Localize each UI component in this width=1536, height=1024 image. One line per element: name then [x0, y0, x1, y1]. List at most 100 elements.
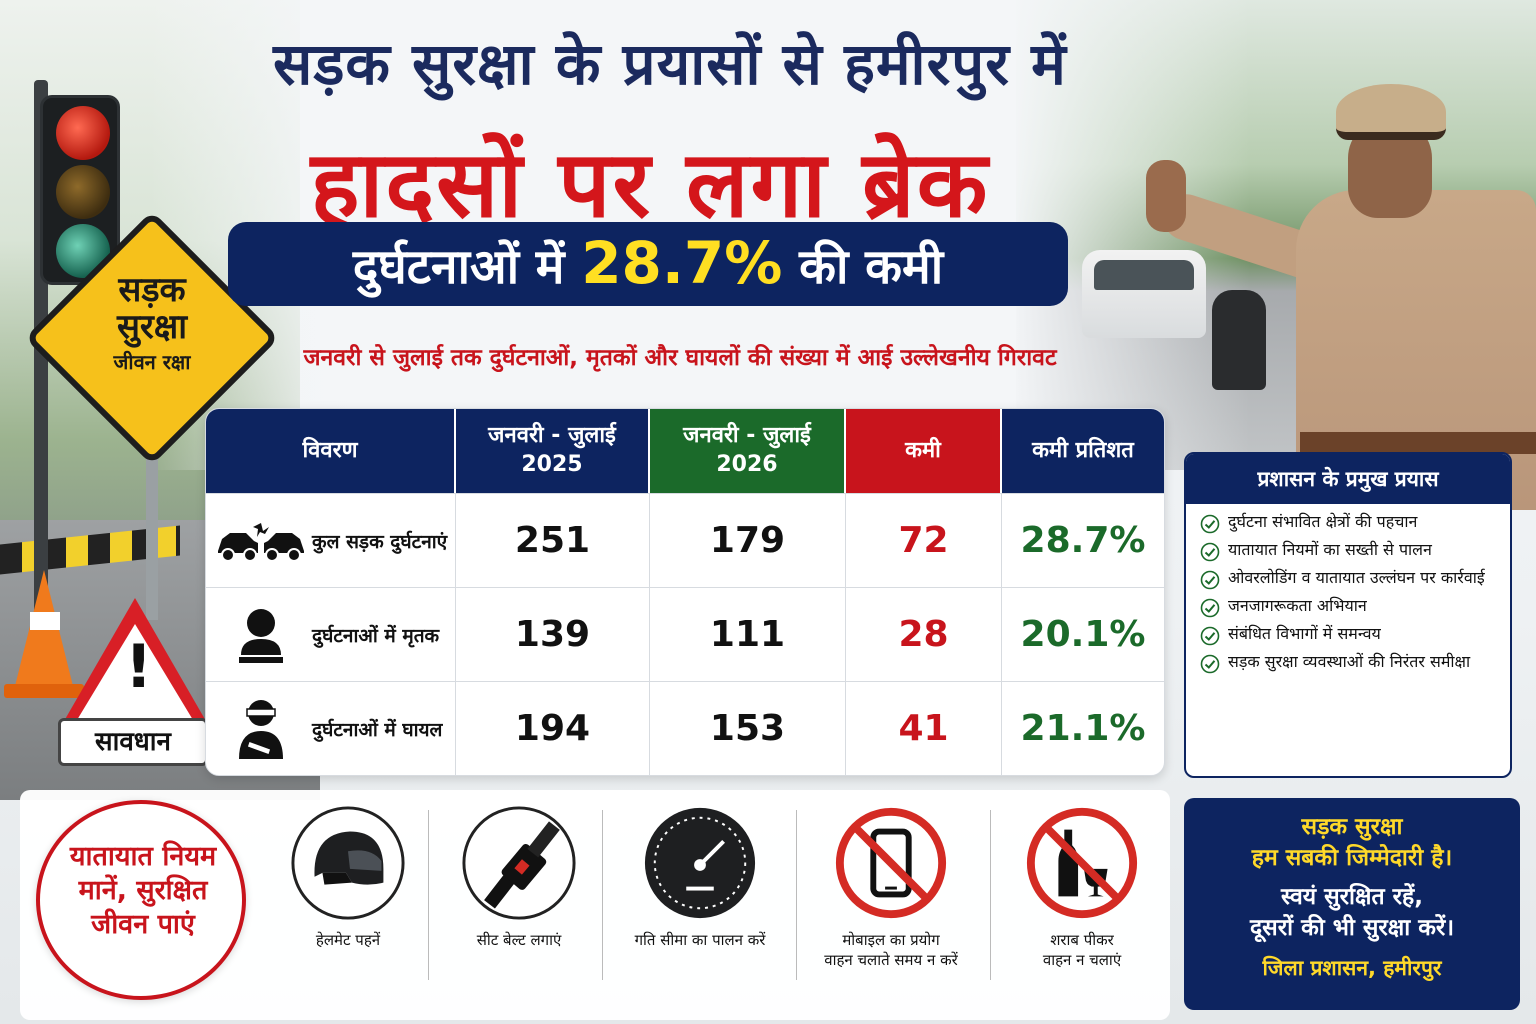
- slogan-line3: जीवन पाएं: [91, 908, 195, 940]
- value-2025: 251: [456, 494, 650, 587]
- header-detail: विवरण: [206, 409, 456, 493]
- divider: [602, 810, 603, 980]
- efforts-list: दुर्घटना संभावित क्षेत्रों की पहचान याता…: [1186, 504, 1510, 674]
- no-alcohol-icon: [1026, 807, 1138, 919]
- table-body: कुल सड़क दुर्घटनाएं 251 179 72 28.7% दुर…: [206, 493, 1164, 775]
- value-percent: 28.7%: [1020, 520, 1146, 561]
- traffic-cone-base: [4, 684, 84, 698]
- table-row: दुर्घटनाओं में घायल 194 153 41 21.1%: [206, 681, 1164, 775]
- effort-text: जनजागरूकता अभियान: [1228, 596, 1367, 615]
- speedometer-icon: [644, 807, 756, 919]
- traffic-light-red-lamp: [56, 106, 110, 160]
- row-label: दुर्घटनाओं में घायल: [312, 718, 443, 741]
- efforts-panel: प्रशासन के प्रमुख प्रयास दुर्घटना संभावि…: [1184, 452, 1512, 778]
- table-row: दुर्घटनाओं में मृतक 139 111 28 20.1%: [206, 587, 1164, 681]
- check-icon: [1200, 626, 1220, 646]
- header-reduction: कमी: [846, 409, 1002, 493]
- no-mobile-icon: [835, 807, 947, 919]
- traffic-cone-stripe: [30, 612, 60, 630]
- value-reduction: 28: [846, 588, 1002, 681]
- header-2025-line1: जनवरी - जुलाई: [488, 423, 616, 449]
- tip-helmet: हेलमेट पहनें: [276, 804, 420, 984]
- policeman-hand: [1146, 160, 1186, 232]
- row-label: दुर्घटनाओं में मृतक: [312, 624, 440, 647]
- headline-line2: हादसों पर लगा ब्रेक: [310, 131, 990, 238]
- tip-label-line2: वाहन चलाते समय न करें: [824, 951, 958, 970]
- header-2026: जनवरी - जुलाई 2026: [650, 409, 846, 493]
- tip-label-line2: वाहन न चलाएं: [1042, 951, 1122, 970]
- table-row: कुल सड़क दुर्घटनाएं 251 179 72 28.7%: [206, 493, 1164, 587]
- message-yellow-line1: सड़क सुरक्षा: [1301, 814, 1403, 840]
- message-white-line1: स्वयं सुरक्षित रहें,: [1281, 884, 1423, 911]
- check-icon: [1200, 514, 1220, 534]
- effort-text: ओवरलोडिंग व यातायात उल्लंघन पर कार्रवाई: [1228, 568, 1485, 587]
- message-white-line2: दूसरों की भी सुरक्षा करें।: [1249, 915, 1455, 942]
- value-2025: 194: [456, 682, 650, 775]
- tip-label-line1: सीट बेल्ट लगाएं: [476, 931, 562, 949]
- header-2025-line2: 2025: [521, 452, 583, 477]
- tip-no-alcohol: शराब पीकर वाहन न चलाएं: [1000, 804, 1164, 984]
- exclamation-icon: !: [125, 632, 153, 702]
- value-2026: 111: [650, 588, 846, 681]
- seat-belt-icon: [462, 806, 576, 920]
- banner-text-pre: दुर्घटनाओं में: [352, 239, 582, 295]
- road-safety-sign-line1: सड़क: [118, 270, 186, 310]
- value-percent: 21.1%: [1020, 708, 1146, 749]
- list-item: संबंधित विभागों में समन्वय: [1200, 622, 1500, 646]
- injured-person-icon: [216, 699, 306, 759]
- check-icon: [1200, 542, 1220, 562]
- tip-label: सीट बेल्ट लगाएं: [444, 930, 594, 950]
- list-item: सड़क सुरक्षा व्यवस्थाओं की निरंतर समीक्ष…: [1200, 650, 1500, 674]
- header-2026-line2: 2026: [716, 452, 778, 477]
- tip-label: हेलमेट पहनें: [276, 930, 420, 950]
- slogan-line1: यातायात नियम: [69, 841, 217, 872]
- road-safety-sign-line3: जीवन रक्षा: [113, 349, 191, 374]
- value-reduction: 41: [846, 682, 1002, 775]
- car-crash-icon: [216, 511, 306, 571]
- table-header-row: विवरण जनवरी - जुलाई 2025 जनवरी - जुलाई 2…: [206, 409, 1164, 493]
- slogan-line2: मानें, सुरक्षित: [78, 874, 208, 906]
- list-item: ओवरलोडिंग व यातायात उल्लंघन पर कार्रवाई: [1200, 566, 1500, 590]
- responsibility-message-box: सड़क सुरक्षा हम सबकी जिम्मेदारी है। स्वय…: [1184, 798, 1520, 1010]
- headline-line1: सड़क सुरक्षा के प्रयासों से हमीरपुर में: [273, 30, 1067, 98]
- tip-label: गति सीमा का पालन करें: [608, 930, 792, 950]
- value-percent: 20.1%: [1020, 614, 1146, 655]
- row-label-cell: दुर्घटनाओं में मृतक: [206, 588, 456, 681]
- row-label-cell: कुल सड़क दुर्घटनाएं: [206, 494, 456, 587]
- effort-text: सड़क सुरक्षा व्यवस्थाओं की निरंतर समीक्ष…: [1228, 652, 1471, 671]
- reduction-banner: दुर्घटनाओं में 28.7% की कमी: [228, 222, 1068, 306]
- helmet-icon: [291, 806, 405, 920]
- header-2026-line1: जनवरी - जुलाई: [683, 423, 811, 449]
- list-item: दुर्घटना संभावित क्षेत्रों की पहचान: [1200, 510, 1500, 534]
- tip-label: मोबाइल का प्रयोग वाहन चलाते समय न करें: [798, 930, 984, 971]
- check-icon: [1200, 598, 1220, 618]
- tip-no-mobile: मोबाइल का प्रयोग वाहन चलाते समय न करें: [798, 804, 984, 984]
- tip-label-line1: हेलमेट पहनें: [315, 931, 381, 949]
- message-footer: जिला प्रशासन, हमीरपुर: [1262, 956, 1442, 981]
- policeman-cap: [1336, 84, 1446, 140]
- motorbike-illustration: [1212, 290, 1266, 390]
- message-yellow-line2: हम सबकी जिम्मेदारी है।: [1251, 845, 1453, 872]
- person-icon: [216, 605, 306, 665]
- tip-label-line1: गति सीमा का पालन करें: [634, 931, 766, 949]
- road-safety-sign-line2: सुरक्षा: [116, 307, 188, 348]
- tip-speed-limit: गति सीमा का पालन करें: [608, 804, 792, 984]
- banner-highlight: 28.7%: [581, 229, 783, 297]
- subtitle: जनवरी से जुलाई तक दुर्घटनाओं, मृतकों और …: [303, 345, 1057, 371]
- divider: [796, 810, 797, 980]
- header-2025: जनवरी - जुलाई 2025: [456, 409, 650, 493]
- divider: [990, 810, 991, 980]
- value-2026: 179: [650, 494, 846, 587]
- efforts-title: प्रशासन के प्रमुख प्रयास: [1186, 454, 1510, 504]
- value-reduction: 72: [846, 494, 1002, 587]
- list-item: जनजागरूकता अभियान: [1200, 594, 1500, 618]
- tip-label-line1: मोबाइल का प्रयोग: [842, 931, 940, 949]
- divider: [428, 810, 429, 980]
- slogan-badge: [36, 800, 246, 1000]
- slogan-text: यातायात नियम मानें, सुरक्षित जीवन पाएं: [48, 840, 238, 941]
- road-safety-sign-text: सड़क सुरक्षा जीवन रक्षा: [52, 270, 252, 374]
- caution-label: सावधान: [58, 718, 208, 766]
- tip-seat-belt: सीट बेल्ट लगाएं: [444, 804, 594, 984]
- effort-text: संबंधित विभागों में समन्वय: [1228, 624, 1381, 643]
- traffic-light-amber-lamp: [56, 165, 110, 219]
